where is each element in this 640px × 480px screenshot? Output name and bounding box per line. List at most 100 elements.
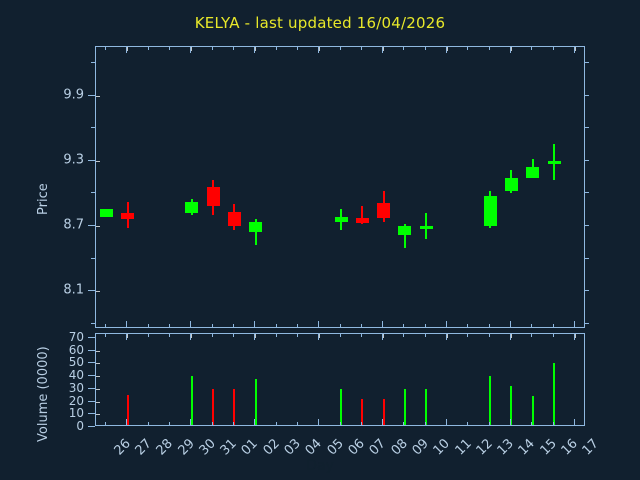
volume-tick-mark: [88, 426, 95, 427]
x-tick-mark: [211, 422, 213, 426]
x-tick-mark: [296, 333, 298, 337]
x-tick-mark: [424, 324, 426, 328]
gridline-horizontal: [96, 363, 584, 365]
candle-body: [547, 160, 561, 164]
x-tick-mark: [552, 46, 554, 50]
price-minor-tick: [91, 159, 95, 161]
x-tick-label: 15: [537, 436, 560, 459]
x-tick-mark: [126, 321, 128, 328]
gridline-vertical: [191, 47, 193, 327]
x-tick-label: 04: [302, 436, 326, 459]
x-tick-mark: [105, 333, 107, 337]
volume-tick-label: 0: [76, 419, 84, 433]
x-tick-mark: [509, 419, 511, 426]
x-tick-mark: [488, 422, 490, 426]
volume-tick-mark: [88, 362, 95, 364]
x-tick-mark: [318, 46, 320, 53]
volume-bar: [489, 376, 492, 425]
x-tick-mark: [211, 333, 213, 337]
x-tick-label: 31: [217, 436, 241, 459]
price-minor-tick: [91, 127, 95, 129]
price-minor-tick: [585, 127, 589, 129]
price-minor-tick: [91, 62, 95, 64]
x-tick-mark: [254, 419, 256, 426]
x-tick-mark: [552, 324, 554, 328]
x-tick-mark: [105, 422, 107, 426]
gridline-horizontal: [96, 291, 584, 293]
volume-tick-mark: [88, 349, 95, 351]
x-tick-mark: [467, 324, 469, 328]
x-tick-mark: [318, 333, 320, 340]
volume-tick-label: 70: [68, 329, 84, 344]
x-tick-mark: [488, 324, 490, 328]
gridline-vertical: [510, 334, 512, 425]
x-tick-mark: [531, 333, 533, 337]
x-tick-mark: [254, 46, 256, 53]
price-tick-label: 8.7: [63, 217, 84, 233]
gridline-horizontal: [96, 160, 584, 162]
x-tick-mark: [318, 321, 320, 328]
x-tick-mark: [105, 324, 107, 328]
volume-bar: [340, 388, 342, 425]
x-tick-mark: [211, 324, 213, 328]
x-tick-mark: [531, 46, 533, 50]
price-plot-area: [95, 46, 585, 328]
gridline-vertical: [383, 334, 385, 425]
candle-body: [249, 221, 263, 233]
price-minor-tick: [585, 192, 589, 194]
candle-wick: [403, 223, 406, 248]
price-minor-tick: [91, 257, 95, 259]
x-tick-mark: [147, 333, 149, 337]
x-tick-mark: [531, 324, 533, 328]
volume-bar: [361, 398, 364, 425]
gridline-vertical: [255, 47, 257, 327]
chart-title: KELYA - last updated 16/04/2026: [194, 14, 446, 32]
x-tick-mark: [531, 422, 533, 426]
price-minor-tick: [585, 94, 589, 96]
x-tick-label: 01: [239, 436, 262, 459]
gridline-vertical: [319, 334, 321, 425]
price-minor-tick: [91, 94, 95, 96]
x-tick-mark: [446, 321, 448, 328]
x-tick-mark: [360, 333, 362, 337]
volume-bar: [403, 388, 406, 425]
gridline-vertical: [127, 334, 129, 425]
x-tick-mark: [190, 321, 192, 328]
x-tick-mark: [169, 46, 171, 50]
x-tick-mark: [169, 333, 171, 337]
x-tick-mark: [382, 419, 384, 426]
x-tick-mark: [360, 46, 362, 50]
volume-plot-area: [95, 333, 585, 426]
volume-bar: [382, 398, 385, 425]
price-minor-tick: [585, 224, 589, 226]
x-tick-label: 09: [409, 436, 432, 459]
price-minor-tick: [585, 322, 589, 324]
candle-body: [227, 211, 241, 226]
candle-body: [185, 202, 199, 213]
volume-bar: [190, 376, 193, 425]
volume-tick-label: 30: [68, 380, 84, 395]
x-tick-mark: [446, 419, 448, 426]
x-tick-mark: [169, 324, 171, 328]
price-minor-tick: [585, 62, 589, 64]
price-minor-tick: [91, 192, 95, 194]
x-tick-label: 30: [196, 436, 219, 459]
x-tick-mark: [339, 333, 341, 337]
x-tick-label: 13: [494, 436, 517, 459]
x-tick-label: 03: [281, 436, 304, 459]
volume-bar: [531, 396, 534, 425]
x-tick-mark: [403, 46, 405, 50]
gridline-vertical: [383, 47, 385, 327]
x-tick-label: 10: [430, 436, 454, 459]
x-tick-mark: [105, 46, 107, 50]
price-minor-tick: [91, 322, 95, 324]
candle-body: [355, 218, 369, 223]
x-tick-mark: [382, 333, 384, 340]
volume-tick-label: 40: [68, 368, 84, 383]
x-tick-mark: [403, 324, 405, 328]
x-tick-mark: [339, 46, 341, 50]
x-tick-label: 05: [324, 436, 347, 459]
x-tick-mark: [190, 46, 192, 53]
x-tick-mark: [509, 321, 511, 328]
